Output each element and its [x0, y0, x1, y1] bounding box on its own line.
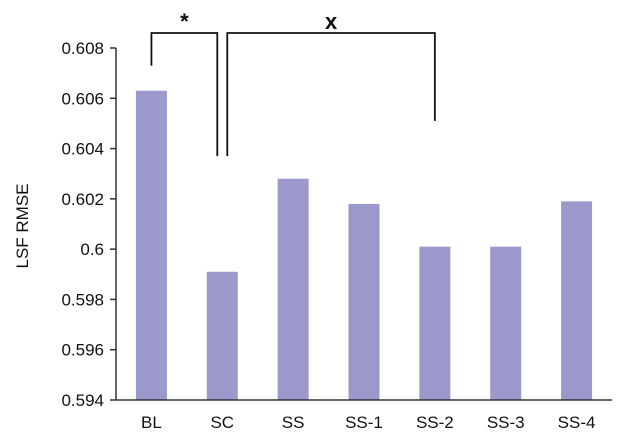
x-category-label: SS-4 — [558, 413, 596, 432]
bar-sc — [206, 271, 238, 400]
significance-annotations: * x — [150, 9, 436, 157]
x-category-label: SS-1 — [345, 413, 383, 432]
y-tick-label: 0.606 — [61, 89, 104, 108]
bar-ss-1 — [348, 203, 380, 400]
y-tick-label: 0.594 — [61, 391, 104, 410]
significance-bracket — [150, 32, 219, 157]
bar-bl — [135, 90, 167, 400]
x-category-label: SS-3 — [487, 413, 525, 432]
significance-label: * — [180, 9, 189, 34]
bar-ss-4 — [561, 201, 593, 400]
y-axis-title: LSF RMSE — [13, 183, 32, 268]
x-category-label: SS — [282, 413, 305, 432]
x-category-label: SC — [210, 413, 234, 432]
axes-group — [115, 48, 612, 401]
bar-ss — [277, 178, 309, 400]
bar-ss-3 — [490, 246, 522, 400]
significance-label: x — [325, 9, 338, 34]
y-tick-label: 0.604 — [61, 140, 104, 159]
bar-ss-2 — [419, 246, 451, 400]
y-tick-label: 0.596 — [61, 341, 104, 360]
x-labels-group: BL SC SS SS-1 SS-2 SS-3 SS-4 — [141, 413, 595, 432]
significance-bracket — [226, 32, 436, 157]
bars-group — [135, 90, 593, 400]
x-category-label: SS-2 — [416, 413, 454, 432]
y-ticks-group: 0.594 0.596 0.598 0.6 0.602 0.604 0.606 0.608 — [61, 39, 116, 410]
x-category-label: BL — [141, 413, 162, 432]
y-tick-label: 0.608 — [61, 39, 104, 58]
y-tick-label: 0.598 — [61, 290, 104, 309]
y-tick-label: 0.6 — [80, 240, 104, 259]
y-tick-label: 0.602 — [61, 190, 104, 209]
